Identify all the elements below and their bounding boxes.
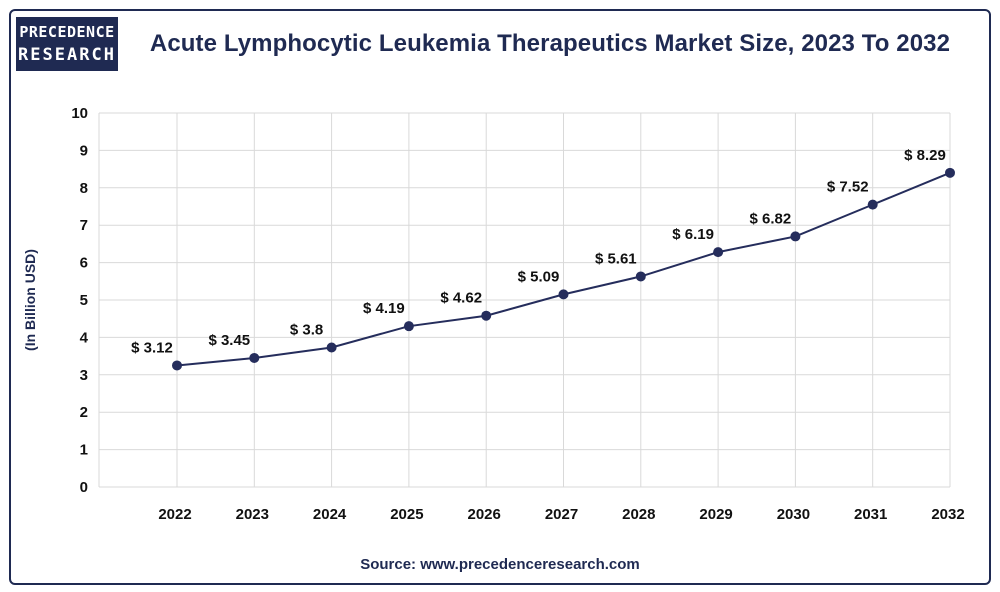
x-tick-label: 2022 bbox=[158, 506, 191, 523]
source-note: Source: www.precedenceresearch.com bbox=[360, 556, 640, 573]
data-label: $ 5.09 bbox=[518, 268, 560, 285]
x-tick-label: 2029 bbox=[699, 506, 732, 523]
y-tick-label: 8 bbox=[80, 180, 88, 197]
x-tick-label: 2028 bbox=[622, 506, 655, 523]
data-label: $ 7.52 bbox=[827, 179, 869, 196]
x-tick-label: 2030 bbox=[777, 506, 810, 523]
data-label: $ 4.62 bbox=[440, 290, 482, 307]
data-label: $ 3.12 bbox=[131, 339, 173, 356]
x-tick-label: 2024 bbox=[313, 506, 347, 523]
y-tick-label: 9 bbox=[80, 142, 88, 159]
y-tick-label: 2 bbox=[80, 404, 88, 421]
y-tick-label: 0 bbox=[80, 479, 88, 496]
x-tick-label: 2026 bbox=[468, 506, 501, 523]
x-tick-label: 2031 bbox=[854, 506, 887, 523]
x-tick-label: 2027 bbox=[545, 506, 578, 523]
data-point bbox=[249, 352, 260, 363]
data-point bbox=[326, 342, 337, 353]
y-tick-label: 10 bbox=[71, 105, 88, 122]
data-point bbox=[945, 167, 955, 178]
data-point bbox=[790, 231, 801, 242]
logo-line-2: RESEARCH bbox=[18, 45, 116, 65]
data-point bbox=[558, 289, 569, 300]
data-label: $ 6.19 bbox=[672, 226, 714, 243]
data-label: $ 8.29 bbox=[904, 147, 946, 164]
data-point bbox=[172, 360, 182, 371]
y-tick-label: 6 bbox=[80, 255, 88, 272]
data-point bbox=[713, 247, 724, 258]
x-tick-label: 2025 bbox=[390, 506, 423, 523]
y-tick-label: 5 bbox=[80, 292, 88, 309]
data-point bbox=[635, 271, 646, 282]
data-label: $ 6.82 bbox=[750, 210, 792, 227]
logo-line-1: PRECEDENCE bbox=[19, 23, 115, 41]
y-axis-title: (In Billion USD) bbox=[22, 249, 38, 351]
data-label: $ 4.19 bbox=[363, 300, 405, 317]
chart-title: Acute Lymphocytic Leukemia Therapeutics … bbox=[149, 30, 951, 57]
x-tick-label: 2032 bbox=[931, 506, 964, 523]
data-point bbox=[867, 199, 878, 210]
y-tick-label: 7 bbox=[80, 217, 88, 234]
data-label: $ 3.45 bbox=[208, 332, 250, 349]
data-point bbox=[403, 321, 414, 332]
data-label: $ 3.8 bbox=[290, 321, 323, 338]
chart-frame bbox=[9, 9, 991, 585]
data-point bbox=[481, 310, 492, 321]
y-tick-label: 3 bbox=[80, 367, 88, 384]
y-tick-label: 4 bbox=[80, 329, 89, 346]
y-tick-label: 1 bbox=[80, 442, 88, 459]
x-tick-label: 2023 bbox=[236, 506, 269, 523]
data-label: $ 5.61 bbox=[595, 250, 637, 267]
precedence-research-logo: PRECEDENCE RESEARCH bbox=[16, 17, 118, 71]
